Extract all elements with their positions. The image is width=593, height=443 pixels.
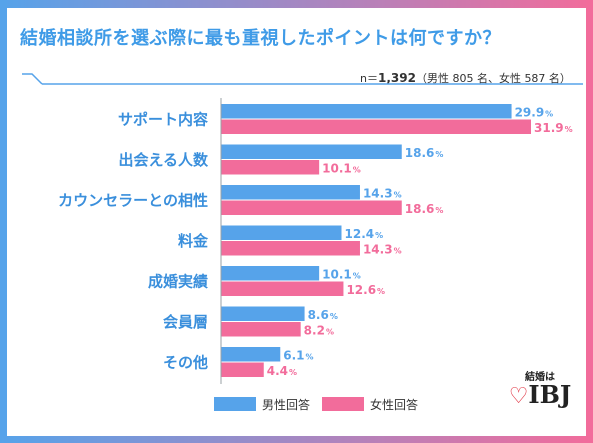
logo-tagline: 結婚は [525,372,555,383]
value-label-male: 8.6% [308,308,338,322]
bar-male [221,306,305,321]
chart-title: 結婚相談所を選ぶ際に最も重視したポイントは何ですか？ [20,28,501,49]
bar-female [221,241,360,256]
sample-detail: （男性 805 名、女性 587 名） [415,72,571,85]
category-label: 成婚実績 [148,273,208,291]
category-label: 料金 [178,232,209,250]
bar-female [221,362,264,377]
category-label: 会員層 [163,313,208,331]
value-label-female: 14.3% [363,243,402,257]
border-right [586,0,593,443]
legend-label-male: 男性回答 [262,397,310,412]
bar-male [221,104,512,119]
logo-brand-text: IBJ [528,380,572,409]
bar-male [221,185,360,200]
value-label-female: 18.6% [405,202,444,216]
value-label-male: 29.9% [515,106,554,120]
value-label-female: 8.2% [304,324,334,338]
bar-female [221,281,344,296]
border-bottom [0,436,593,443]
border-left [0,0,7,443]
ibj-logo: 結婚は ♡IBJ [500,368,580,408]
logo-brand: ♡IBJ [500,380,580,409]
bar-female [221,160,320,175]
value-label-male: 10.1% [322,268,361,282]
value-label-female: 12.6% [346,283,385,297]
value-label-male: 14.3% [363,187,402,201]
bar-male [221,144,402,159]
category-label: 出会える人数 [118,151,209,169]
value-label-male: 18.6% [405,146,444,160]
speech-tail-icon [22,73,43,85]
value-label-female: 4.4% [267,364,297,378]
sample-count: 1,392 [377,71,416,85]
legend-swatch-female [322,397,364,411]
legend: 男性回答 女性回答 [214,397,418,412]
bar-male [221,347,281,362]
border-top [0,0,593,8]
bar-male [221,266,320,281]
bar-female [221,200,402,215]
bar-female [221,119,531,134]
bar-male [221,225,342,240]
value-label-male: 6.1% [283,349,313,363]
legend-swatch-male [214,397,256,411]
value-label-female: 31.9% [534,121,573,135]
sample-prefix: n＝ [360,72,378,85]
sample-size-note: n＝1,392（男性 805 名、女性 587 名） [360,70,580,86]
legend-label-female: 女性回答 [370,397,418,412]
category-label: カウンセラーとの相性 [58,192,208,210]
category-label: その他 [163,354,208,372]
bars-group: サポート内容 29.9%31.9% 出会える人数 18.6% 10.1% カウンセラーとの… [58,104,573,378]
bar-female [221,322,301,337]
value-label-female: 10.1% [322,162,361,176]
value-label-male: 12.4% [345,227,384,241]
category-label: サポート内容 [118,111,208,129]
heart-icon: ♡ [508,383,529,409]
